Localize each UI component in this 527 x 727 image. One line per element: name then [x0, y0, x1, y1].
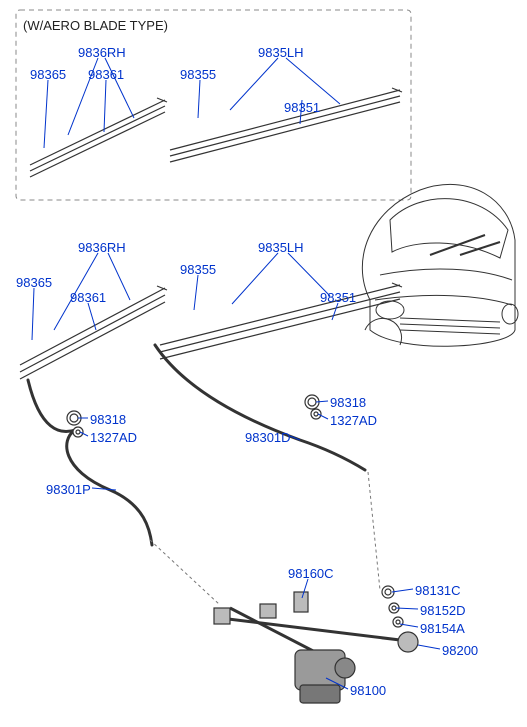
- label-m98351: 98351: [320, 290, 356, 305]
- leader-lines: [32, 58, 440, 689]
- label-l98318b: 98318: [330, 395, 366, 410]
- label-l98301D: 98301D: [245, 430, 291, 445]
- label-l1327ADa: 1327AD: [90, 430, 137, 445]
- label-l98160C: 98160C: [288, 566, 334, 581]
- linkage-assembly: [214, 592, 418, 703]
- label-l98200: 98200: [442, 643, 478, 658]
- label-m9835LH: 9835LH: [258, 240, 304, 255]
- label-u98351: 98351: [284, 100, 320, 115]
- label-l1327ADb: 1327AD: [330, 413, 377, 428]
- label-m98355: 98355: [180, 262, 216, 277]
- label-u9835LH: 9835LH: [258, 45, 304, 60]
- label-u98355: 98355: [180, 67, 216, 82]
- label-l98100: 98100: [350, 683, 386, 698]
- label-u9836RH: 9836RH: [78, 45, 126, 60]
- label-m98365: 98365: [16, 275, 52, 290]
- car-illustration: [362, 184, 518, 346]
- label-m98361: 98361: [70, 290, 106, 305]
- label-l98154A: 98154A: [420, 621, 465, 636]
- label-title: (W/AERO BLADE TYPE): [23, 18, 168, 33]
- aero-blade-box: [16, 10, 411, 200]
- assembly-lines: [150, 472, 380, 605]
- label-l98152D: 98152D: [420, 603, 466, 618]
- label-u98365: 98365: [30, 67, 66, 82]
- label-l98318a: 98318: [90, 412, 126, 427]
- wiper-arms: [28, 345, 365, 545]
- label-l98131C: 98131C: [415, 583, 461, 598]
- blades-group: [20, 88, 402, 379]
- label-u98361: 98361: [88, 67, 124, 82]
- label-l98301P: 98301P: [46, 482, 91, 497]
- label-m9836RH: 9836RH: [78, 240, 126, 255]
